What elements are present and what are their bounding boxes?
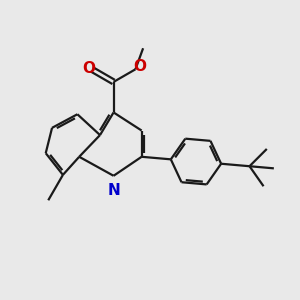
- Text: N: N: [107, 183, 120, 198]
- Text: O: O: [133, 58, 146, 74]
- Text: O: O: [82, 61, 95, 76]
